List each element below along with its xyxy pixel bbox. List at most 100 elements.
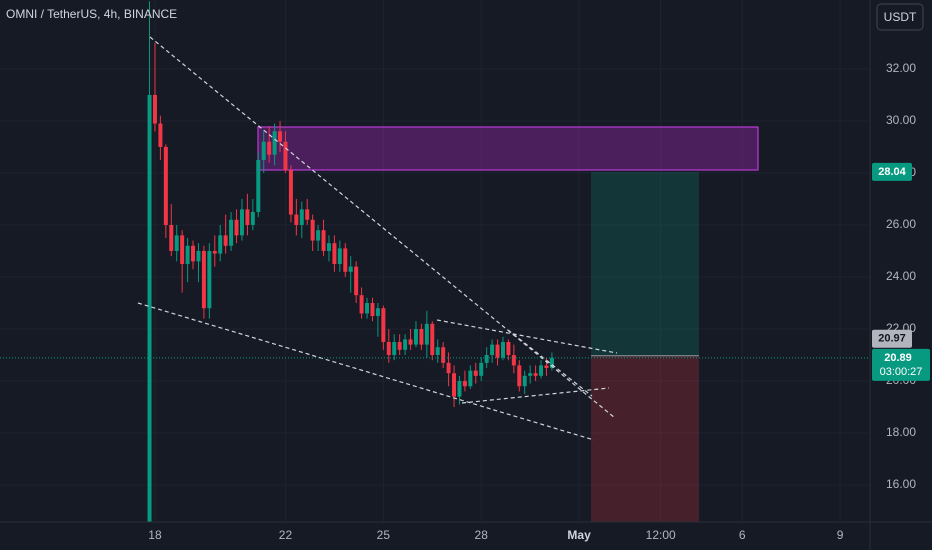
candle-body [533,373,538,376]
candle-body [201,250,206,309]
candle-body [403,339,408,350]
candle-body [158,123,163,147]
candle-body [191,245,196,262]
candle-body [348,266,353,272]
candle-body [544,365,549,369]
candle-body [250,211,255,225]
candle-body [245,209,250,225]
candle-body [435,347,440,356]
candle-body [539,365,544,376]
candle-body [229,219,234,246]
candle-body [239,209,244,236]
y-tick-label: 26.00 [886,217,916,231]
candle-body [212,250,217,254]
candle-body [180,235,185,264]
currency-button[interactable] [876,3,924,31]
candle-body [299,209,304,225]
entry-label: 20.97 [878,333,906,345]
candle-body [500,342,505,358]
candle-body [452,373,457,397]
candle-body [511,355,516,366]
candle-body [517,365,522,387]
candle-body [495,344,500,358]
trendline [149,36,616,419]
candle-body [479,362,484,376]
candle-body [283,141,288,171]
x-tick-label: 28 [475,528,489,542]
y-tick-label: 24.00 [886,269,916,283]
candle-body [305,209,310,220]
candle-body [267,141,272,155]
candle-body [359,295,364,314]
candle-body [441,347,446,363]
drawings [257,126,759,522]
candle-body [152,94,157,124]
candle-body [457,381,462,397]
candle-body [288,170,293,215]
candle-body [343,248,348,272]
candle-body [446,362,451,374]
candle-body [430,323,435,356]
candle-body [419,329,424,345]
currency-label[interactable]: USDT [884,10,917,24]
candle-body [207,250,212,309]
candle-body [386,342,391,356]
candle-body [397,342,402,350]
take-profit-label: 28.04 [878,166,906,178]
candle-body [256,159,261,212]
candle-body [375,308,380,317]
candle-body [326,243,331,251]
candle-body [506,342,511,356]
candle-body [174,235,179,251]
candle-body [424,323,429,345]
x-tick-label: May [567,528,591,542]
candle-body [392,342,397,356]
candle-body [370,303,375,317]
price-badge [872,162,912,181]
candle-body [522,375,527,387]
candle-body [218,235,223,254]
trendline [137,302,595,441]
countdown-label: 03:00:27 [880,366,923,378]
candle-body [147,94,152,522]
candle-body [272,131,277,155]
x-tick-label: 9 [837,528,844,542]
candles [147,1,554,522]
candle-body [261,141,266,160]
price-badge [872,348,930,381]
candle-body [337,248,342,264]
x-tick-label: 22 [279,528,293,542]
candle-body [316,230,321,241]
candle-body [365,303,370,314]
grid [0,0,870,522]
y-tick-label: 16.00 [886,477,916,491]
candle-body [163,146,168,225]
time-axis [0,522,932,550]
candle-body [549,357,554,369]
trendline [507,329,593,397]
candle-body [490,344,495,356]
candle-body [468,370,473,387]
x-tick-label: 25 [377,528,391,542]
candle-body [185,245,190,264]
price-axis [870,0,932,550]
candle-body [413,329,418,345]
candle-body [294,214,299,225]
candle-body [462,381,467,387]
candle-body [223,235,228,246]
y-tick-label: 18.00 [886,425,916,439]
candle-body [408,339,413,345]
candle-body [169,224,174,251]
candle-body [473,370,478,376]
chart-title: OMNI / TetherUS, 4h, BINANCE [6,7,177,21]
candle-body [278,131,283,142]
x-tick-label: 6 [739,528,746,542]
profit-zone [591,171,699,356]
supply-zone [257,126,759,171]
candle-body [321,230,326,251]
candle-body [381,308,386,343]
candle-body [196,250,201,262]
